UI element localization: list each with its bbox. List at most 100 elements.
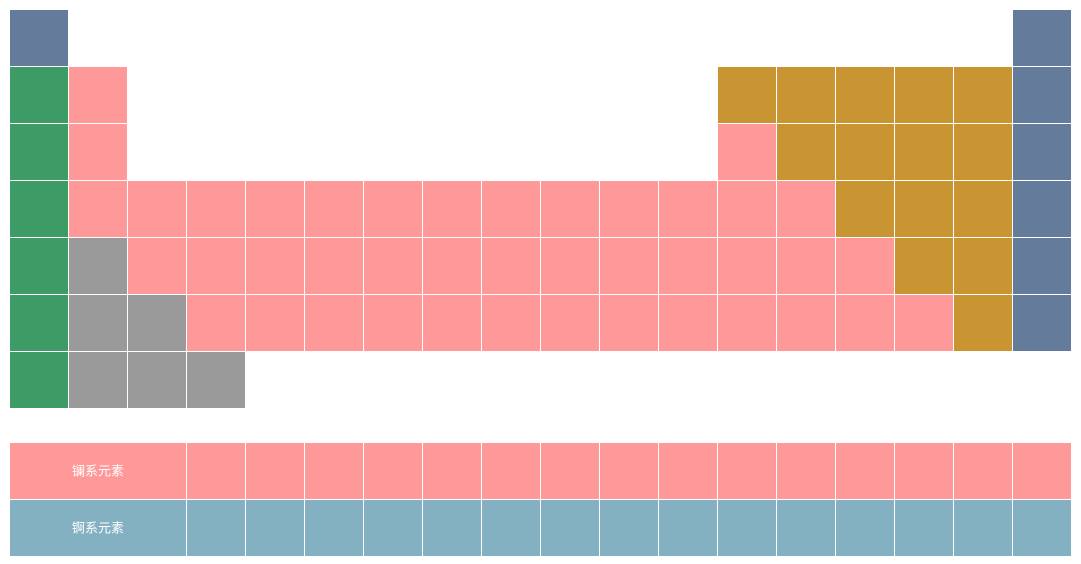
element-cell[interactable]	[895, 181, 953, 237]
element-cell[interactable]	[718, 181, 776, 237]
element-cell[interactable]	[659, 181, 717, 237]
element-cell[interactable]	[836, 238, 894, 294]
element-cell[interactable]	[718, 124, 776, 180]
element-cell[interactable]	[305, 238, 363, 294]
element-cell[interactable]	[1013, 443, 1071, 499]
element-cell[interactable]	[777, 500, 835, 556]
element-cell[interactable]	[128, 352, 186, 408]
element-cell[interactable]	[187, 181, 245, 237]
element-cell[interactable]	[364, 295, 422, 351]
element-cell[interactable]	[10, 10, 68, 66]
element-cell[interactable]	[187, 295, 245, 351]
element-cell[interactable]	[600, 443, 658, 499]
element-cell[interactable]	[659, 295, 717, 351]
element-cell[interactable]	[1013, 500, 1071, 556]
element-cell[interactable]	[600, 295, 658, 351]
element-cell[interactable]	[187, 352, 245, 408]
element-cell[interactable]	[541, 443, 599, 499]
element-cell[interactable]	[482, 181, 540, 237]
element-cell[interactable]	[187, 443, 245, 499]
element-cell[interactable]	[423, 443, 481, 499]
element-cell[interactable]	[954, 295, 1012, 351]
element-cell[interactable]	[1013, 181, 1071, 237]
element-cell[interactable]	[246, 443, 304, 499]
element-cell[interactable]	[954, 124, 1012, 180]
element-cell[interactable]	[128, 238, 186, 294]
element-cell[interactable]	[10, 352, 68, 408]
element-cell[interactable]	[954, 443, 1012, 499]
element-cell[interactable]	[659, 238, 717, 294]
element-cell[interactable]	[836, 500, 894, 556]
element-cell[interactable]	[600, 238, 658, 294]
element-cell[interactable]	[10, 124, 68, 180]
element-cell[interactable]	[423, 238, 481, 294]
element-cell[interactable]	[777, 124, 835, 180]
element-cell[interactable]	[10, 67, 68, 123]
element-cell[interactable]	[246, 500, 304, 556]
element-cell[interactable]	[954, 238, 1012, 294]
element-cell[interactable]	[777, 295, 835, 351]
element-cell[interactable]	[777, 181, 835, 237]
element-cell[interactable]	[895, 124, 953, 180]
element-cell[interactable]	[305, 181, 363, 237]
element-cell[interactable]	[482, 500, 540, 556]
element-cell[interactable]	[954, 67, 1012, 123]
element-cell[interactable]	[659, 443, 717, 499]
element-cell[interactable]	[836, 181, 894, 237]
element-cell[interactable]	[305, 295, 363, 351]
element-cell[interactable]	[246, 181, 304, 237]
element-cell[interactable]	[777, 443, 835, 499]
element-cell[interactable]	[305, 500, 363, 556]
element-cell[interactable]	[600, 500, 658, 556]
element-cell[interactable]	[305, 443, 363, 499]
element-cell[interactable]	[246, 295, 304, 351]
element-cell[interactable]	[364, 443, 422, 499]
element-cell[interactable]	[895, 295, 953, 351]
element-cell[interactable]	[777, 238, 835, 294]
element-cell[interactable]	[69, 295, 127, 351]
element-cell[interactable]	[659, 500, 717, 556]
element-cell[interactable]	[1013, 238, 1071, 294]
element-cell[interactable]	[541, 295, 599, 351]
element-cell[interactable]	[836, 67, 894, 123]
element-cell[interactable]	[541, 181, 599, 237]
element-cell[interactable]	[895, 500, 953, 556]
element-cell[interactable]	[895, 238, 953, 294]
element-cell[interactable]	[718, 238, 776, 294]
element-cell[interactable]	[69, 352, 127, 408]
element-cell[interactable]	[69, 124, 127, 180]
element-cell[interactable]	[541, 238, 599, 294]
element-cell[interactable]	[128, 181, 186, 237]
element-cell[interactable]	[836, 124, 894, 180]
element-cell[interactable]	[895, 443, 953, 499]
element-cell[interactable]	[69, 181, 127, 237]
element-cell[interactable]	[718, 67, 776, 123]
element-cell[interactable]	[954, 181, 1012, 237]
element-cell[interactable]	[423, 181, 481, 237]
element-cell[interactable]	[69, 238, 127, 294]
element-cell[interactable]	[10, 295, 68, 351]
element-cell[interactable]	[364, 238, 422, 294]
element-cell[interactable]	[364, 500, 422, 556]
element-cell[interactable]	[836, 443, 894, 499]
element-cell[interactable]	[718, 500, 776, 556]
element-cell[interactable]	[1013, 124, 1071, 180]
element-cell[interactable]	[364, 181, 422, 237]
element-cell[interactable]	[423, 500, 481, 556]
element-cell[interactable]	[423, 295, 481, 351]
element-cell[interactable]	[10, 181, 68, 237]
element-cell[interactable]	[187, 500, 245, 556]
element-cell[interactable]	[718, 295, 776, 351]
element-cell[interactable]	[600, 181, 658, 237]
element-cell[interactable]	[777, 67, 835, 123]
element-cell[interactable]	[482, 238, 540, 294]
element-cell[interactable]	[1013, 67, 1071, 123]
element-cell[interactable]	[128, 295, 186, 351]
element-cell[interactable]	[895, 67, 953, 123]
element-cell[interactable]	[187, 238, 245, 294]
element-cell[interactable]	[541, 500, 599, 556]
element-cell[interactable]	[10, 238, 68, 294]
element-cell[interactable]	[836, 295, 894, 351]
element-cell[interactable]	[1013, 295, 1071, 351]
element-cell[interactable]	[954, 500, 1012, 556]
